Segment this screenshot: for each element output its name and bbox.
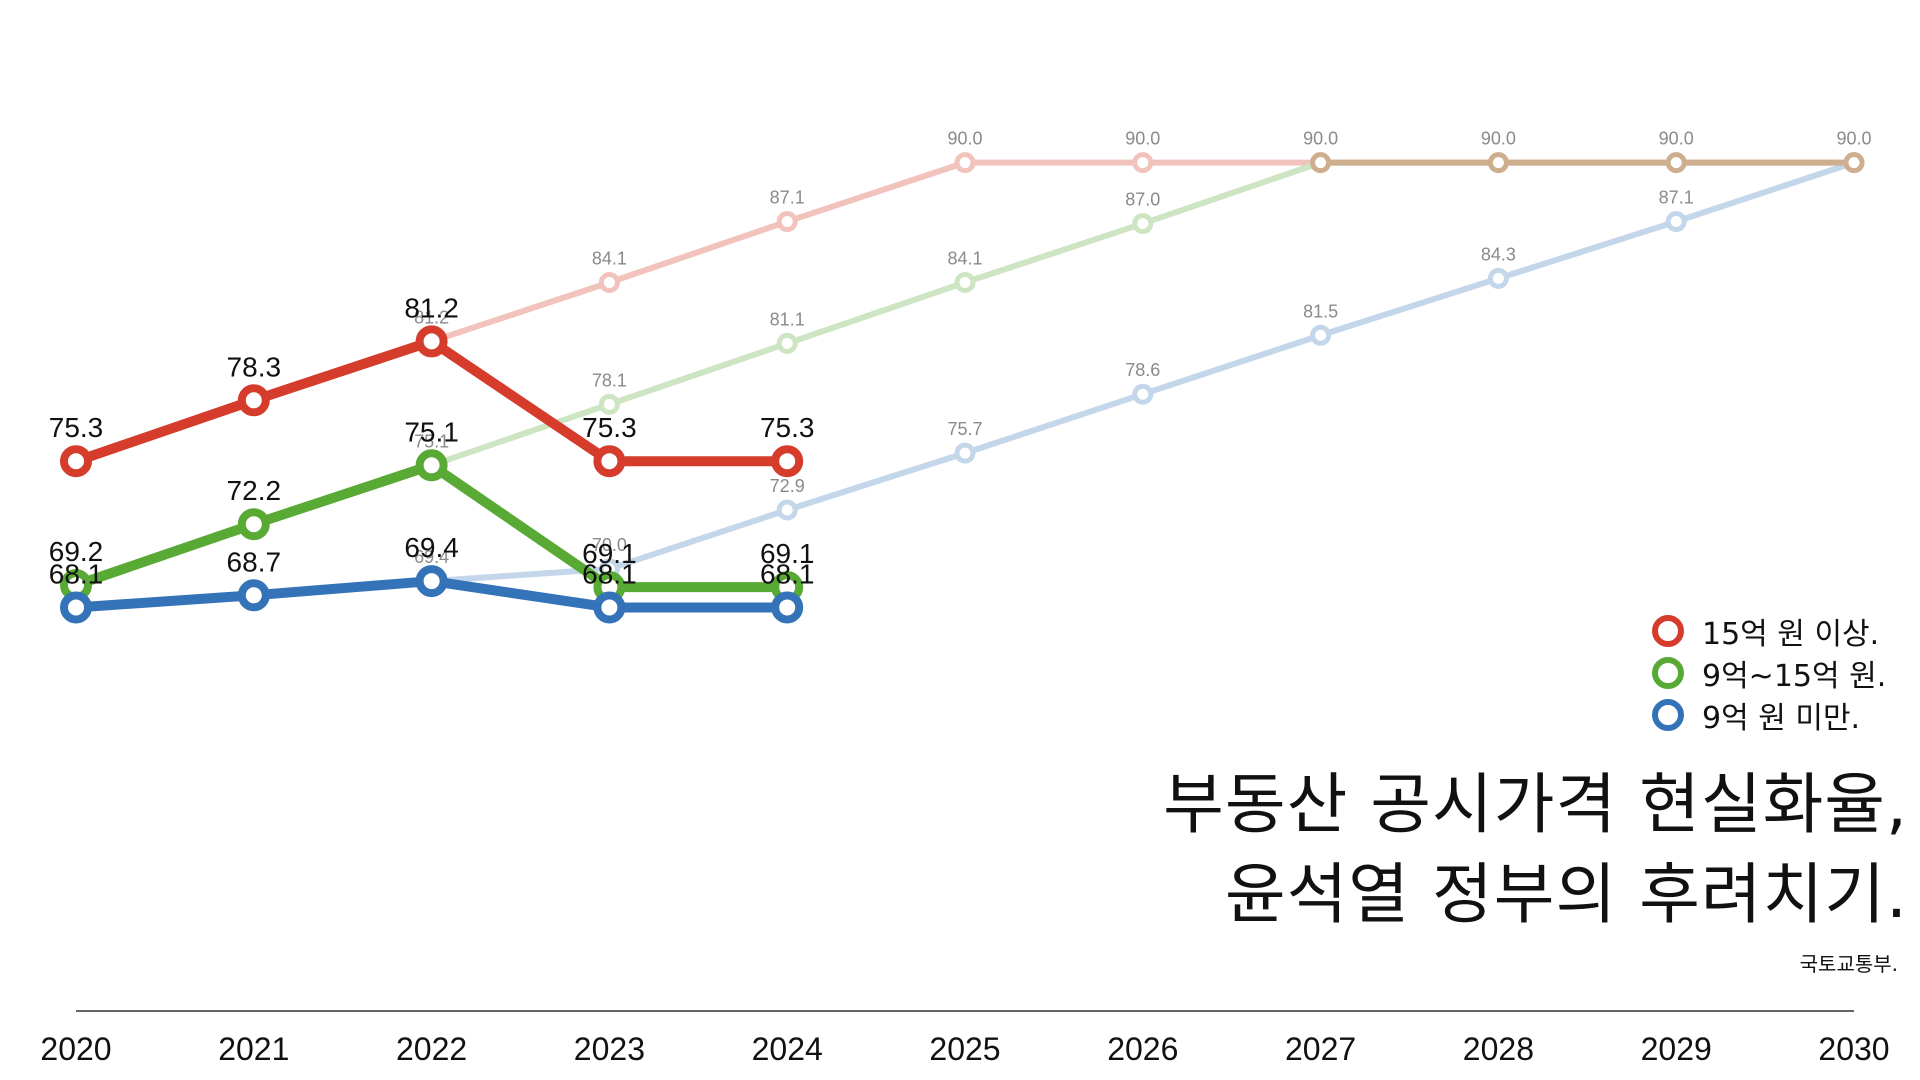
data-point [415,565,448,598]
data-label: 90.0 [1659,129,1694,149]
data-point [237,579,270,612]
data-point [1132,152,1154,174]
data-label-layer: 81.2 84.1 87.1 90.0 90.0 75.1 78.1 81.1 84.1 87.0… [49,129,1872,590]
data-point [237,384,270,417]
legend-marker-low [1652,699,1684,731]
data-label: 68.1 [582,558,637,589]
data-label: 81.5 [1303,301,1338,321]
data-label: 75.3 [582,412,637,443]
data-point [1487,267,1509,289]
x-tick-label: 2021 [218,1031,289,1067]
data-label: 75.1 [414,431,449,451]
actual-series-layer [60,325,804,624]
data-point [415,449,448,482]
data-point [1665,152,1687,174]
data-point [1487,152,1509,174]
data-label: 81.1 [770,309,805,329]
data-label: 81.2 [404,292,459,323]
data-point [776,332,798,354]
data-point [598,271,620,293]
x-tick-label: 2026 [1107,1031,1178,1067]
x-tick-label: 2027 [1285,1031,1356,1067]
data-label: 90.0 [1125,129,1160,149]
data-label: 90.0 [1481,129,1516,149]
data-label: 69.1 [760,538,815,569]
legend-marker-mid [1652,657,1684,689]
data-point [593,445,626,478]
data-label: 78.3 [227,351,282,382]
data-point [1665,211,1687,233]
data-point [598,393,620,415]
legend-item-mid: 9억~15억 원. [1652,652,1912,694]
data-point [954,271,976,293]
legend-item-high: 15억 원 이상. [1652,610,1912,652]
data-label: 75.1 [404,416,459,447]
x-tick-label: 2022 [396,1031,467,1067]
title-line-2: 윤석열 정부의 후려치기. [1224,856,1908,933]
data-label: 75.3 [760,412,815,443]
legend-label-high: 15억 원 이상. [1702,617,1880,652]
data-label: 69.4 [404,532,459,563]
data-point [1310,152,1332,174]
data-label: 75.7 [947,419,982,439]
data-label: 75.3 [49,412,104,443]
x-axis: 2020 2021 2022 2023 2024 2025 2026 2027 2028 2029… [40,1010,1890,1067]
series-line [428,159,1324,469]
data-point [771,445,804,478]
data-label: 90.0 [1836,129,1871,149]
plan-series-layer [421,152,1865,592]
data-point [776,211,798,233]
data-label: 84.1 [592,248,627,268]
data-label: 87.1 [1659,188,1694,208]
data-point [954,442,976,464]
data-label: 81.2 [414,307,449,327]
data-label: 90.0 [1303,129,1338,149]
data-point [954,152,976,174]
x-tick-label: 2030 [1818,1031,1889,1067]
data-point [1843,152,1865,174]
legend-marker-high [1652,615,1684,647]
data-point [60,591,92,624]
x-tick-label: 2025 [929,1031,1000,1067]
data-label: 69.2 [49,536,104,567]
x-tick-label: 2024 [752,1031,823,1067]
data-label: 68.1 [49,558,104,589]
data-label: 84.3 [1481,244,1516,264]
data-label: 72.9 [770,476,805,496]
data-label: 72.2 [227,475,282,506]
data-point [1132,213,1154,235]
x-tick-label: 2028 [1463,1031,1534,1067]
data-label: 69.4 [414,547,449,567]
data-label: 87.0 [1125,190,1160,210]
data-label: 68.1 [760,558,815,589]
data-label: 68.7 [227,546,282,577]
data-point [771,591,804,624]
data-label: 84.1 [947,248,982,268]
data-label: 78.6 [1125,360,1160,380]
data-label: 87.1 [770,188,805,208]
data-point [1310,324,1332,346]
data-label: 69.1 [582,538,637,569]
data-label: 70.0 [592,535,627,555]
data-point [1132,383,1154,405]
data-label: 90.0 [947,129,982,149]
source-note: 국토교통부. [1799,952,1898,976]
data-point [60,445,92,478]
x-tick-label: 2020 [40,1031,111,1067]
chart-title: 부동산 공시가격 현실화율, 윤석열 정부의 후려치기. [1163,760,1908,940]
data-point [237,508,270,541]
x-tick-label: 2023 [574,1031,645,1067]
legend-item-low: 9억 원 미만. [1652,694,1912,736]
data-point [593,591,626,624]
legend-label-low: 9억 원 미만. [1702,701,1861,736]
data-point [415,325,448,358]
legend-label-mid: 9억~15억 원. [1702,659,1887,694]
title-line-1: 부동산 공시가격 현실화율, [1163,766,1908,843]
legend: 15억 원 이상. 9억~15억 원. 9억 원 미만. [1652,610,1912,736]
data-label: 78.1 [592,370,627,390]
data-point [776,499,798,521]
x-tick-label: 2029 [1641,1031,1712,1067]
